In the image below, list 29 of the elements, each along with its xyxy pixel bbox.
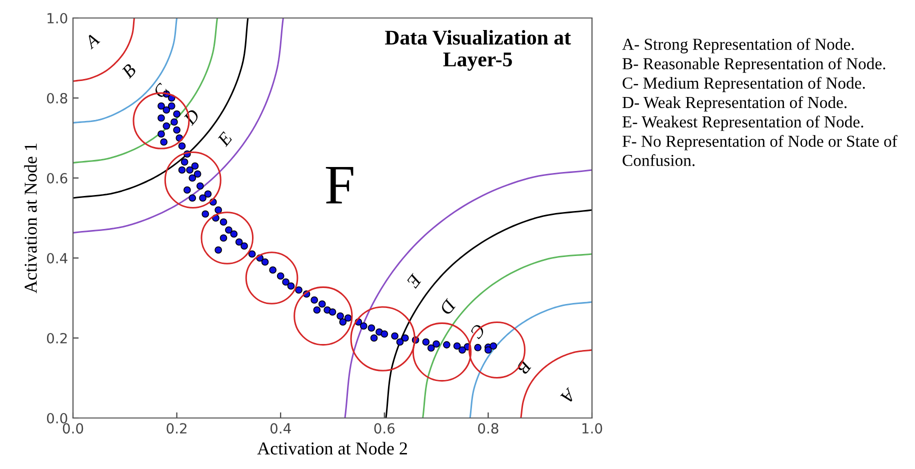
annotation: B	[120, 63, 137, 79]
y-tick-label: 1.0	[48, 12, 68, 24]
annotation: E	[216, 131, 233, 148]
annotation: D	[439, 298, 457, 316]
x-tick-label: 0.0	[62, 423, 84, 434]
y-tick-label: 0.4	[46, 252, 68, 264]
text: E- Weakest Representation of Node.	[622, 116, 864, 131]
x-tick-label: 0.2	[166, 423, 186, 434]
x-tick-label: 0.6	[374, 423, 395, 434]
x-tick-label: 0.8	[478, 423, 498, 434]
x-tick-label: 1.0	[582, 423, 602, 434]
text: B- Reasonable Representation of Node.	[622, 57, 886, 73]
annotation: A	[560, 387, 578, 404]
y-tick-label: 0.0	[46, 412, 68, 424]
annotation: A	[83, 32, 100, 50]
y-tick-label: 0.2	[46, 332, 67, 344]
text: Data Visualization at Layer-5	[385, 30, 571, 71]
text: A- Strong Representation of Node.	[622, 38, 854, 54]
annotation: E	[406, 272, 422, 289]
annotation: C	[469, 323, 486, 340]
y-tick-label: 0.8	[46, 92, 68, 104]
text: F- No Representation of Node or State of Confusion.	[622, 135, 898, 166]
y-axis-title: Activation at Node 1	[24, 144, 37, 294]
annotation: F	[326, 166, 354, 204]
text: C- Medium Representation of Node.	[622, 76, 865, 92]
x-tick-label: 0.4	[270, 423, 291, 434]
y-tick-label: 0.6	[46, 172, 68, 184]
x-axis-title: Activation at Node 2	[257, 442, 407, 455]
text: D- Weak Representation of Node.	[622, 96, 847, 112]
